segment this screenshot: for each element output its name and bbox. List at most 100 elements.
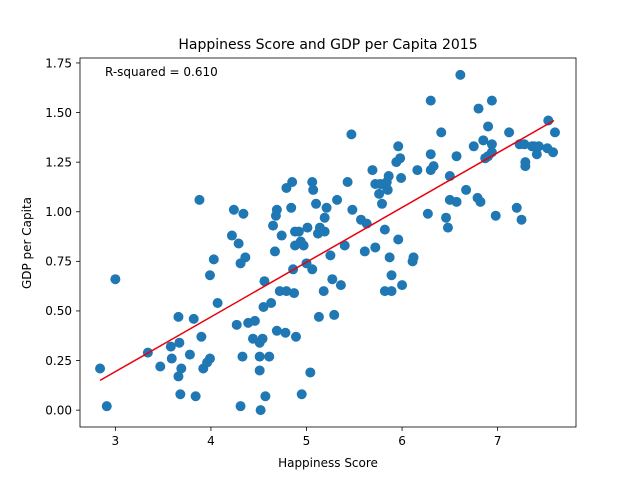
data-point [329,309,340,320]
data-point [332,194,343,205]
data-point [240,252,251,263]
data-point [519,139,530,150]
data-point [511,202,522,213]
data-point [271,204,282,215]
data-point [190,391,201,402]
data-point [478,135,489,146]
data-point [204,270,215,281]
data-point [254,351,265,362]
data-point [531,149,542,160]
data-point [255,405,266,416]
data-point [425,95,436,106]
x-tick-label: 6 [398,434,406,448]
data-point [473,103,484,114]
data-point [504,127,515,138]
fit-line [99,119,555,382]
data-point [327,274,338,285]
data-points [95,69,560,416]
x-axis-label: Happiness Score [278,456,378,470]
data-point [208,254,219,265]
data-point [346,129,357,140]
axes: 3 4 5 6 7 0.00 0.25 0.50 0.75 1.00 1.25 1.50 1.75 [45,56,577,448]
y-tick-label: 1.50 [45,106,72,120]
data-point [397,280,408,291]
data-point [533,141,544,152]
data-point [425,149,436,160]
data-point [475,196,486,207]
data-point [235,401,246,412]
data-point [173,311,184,322]
data-point [335,280,346,291]
y-tick-label: 0.75 [45,255,72,269]
data-point [259,276,270,287]
data-point [468,141,479,152]
data-point [258,301,269,312]
y-tick-label: 0.00 [45,403,72,417]
data-point [264,351,275,362]
data-point [188,313,199,324]
data-point [302,222,313,233]
data-point [290,331,301,342]
data-point [266,298,277,309]
data-point [451,151,462,162]
data-point [226,230,237,241]
y-tick-label: 0.50 [45,304,72,318]
data-point [383,171,394,182]
data-point [490,210,501,221]
data-point [289,288,300,299]
data-point [396,173,407,184]
data-point [395,153,406,164]
data-point [436,127,447,138]
data-point [308,184,319,195]
r-squared-annotation: R-squared = 0.610 [105,65,218,79]
data-point [110,274,121,285]
data-point [286,202,297,213]
data-point [347,204,358,215]
data-point [212,298,223,309]
data-point [254,365,265,376]
data-point [280,327,291,338]
data-point [231,319,242,330]
data-point [204,353,215,364]
data-point [516,214,527,225]
y-tick-label: 1.75 [45,56,72,70]
data-point [486,95,497,106]
data-point [228,204,239,215]
data-point [393,234,404,245]
data-point [196,331,207,342]
data-point [313,311,324,322]
data-point [173,371,184,382]
data-point [260,391,271,402]
data-point [321,202,332,213]
data-point [455,69,466,80]
y-axis-label: GDP per Capita [20,197,34,289]
data-point [319,226,330,237]
data-point [237,351,248,362]
data-point [184,349,195,360]
chart-title: Happiness Score and GDP per Capita 2015 [178,37,477,53]
data-point [386,270,397,281]
data-point [318,286,329,297]
data-point [307,264,318,275]
data-point [175,389,186,400]
data-point [384,252,395,263]
data-point [298,240,309,251]
data-point [311,198,322,209]
data-point [233,238,244,249]
data-point [374,188,385,199]
y-tick-label: 0.25 [45,354,72,368]
data-point [257,333,268,344]
x-tick-label: 5 [303,434,311,448]
y-tick-label: 1.25 [45,155,72,169]
regression-fit [99,119,555,382]
data-point [281,286,292,297]
data-point [422,208,433,219]
data-point [268,220,279,231]
data-point [95,363,106,374]
data-point [370,242,381,253]
data-point [428,161,439,172]
data-point [386,286,397,297]
